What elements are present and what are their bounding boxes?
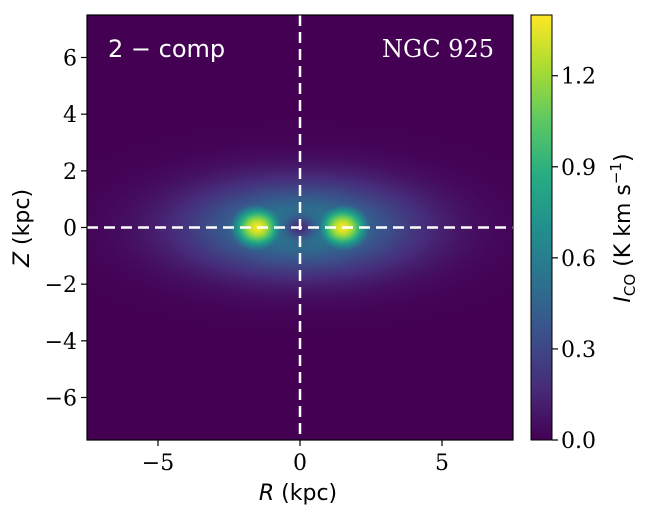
- colorbar-tick-label: 0.0: [561, 429, 596, 454]
- y-axis-label-units: (kpc): [10, 189, 35, 252]
- x-tick-label: −5: [142, 451, 174, 476]
- colorbar-tick-label: 0.9: [561, 156, 596, 181]
- plot-area: 2 − comp NGC 925: [86, 14, 514, 441]
- colorbar-label-symbol: I: [611, 296, 636, 303]
- y-tick-label: −2: [45, 273, 77, 298]
- x-tick-label: 5: [435, 451, 449, 476]
- colorbar: 0.0 0.3 0.6 0.9 1.2 ICO (K km s−1): [530, 14, 639, 454]
- model-label: 2 − comp: [108, 35, 225, 63]
- y-tick-label: 6: [63, 47, 77, 72]
- y-axis-ticks: 6 4 2 0 −2 −4 −6: [45, 47, 87, 412]
- colorbar-label-exponent: −1: [607, 162, 625, 184]
- y-axis-label: Z (kpc): [10, 189, 35, 268]
- colorbar-tick-label: 0.3: [561, 338, 596, 363]
- colorbar-label-close: ): [611, 153, 636, 162]
- y-tick-label: 0: [63, 217, 77, 242]
- x-axis-label: R (kpc): [259, 481, 337, 506]
- y-tick-label: −6: [45, 387, 77, 412]
- colorbar-label-subscript: CO: [621, 274, 639, 296]
- x-tick-label: 0: [293, 451, 307, 476]
- x-axis-label-units: (kpc): [274, 481, 337, 506]
- colorbar-tick-label: 0.6: [561, 247, 596, 272]
- colorbar-tick-label: 1.2: [561, 65, 596, 90]
- colorbar-label: ICO (K km s−1): [607, 153, 639, 302]
- colorbar-gradient: [530, 14, 553, 441]
- colorbar-label-units: (K km s: [611, 184, 636, 274]
- x-axis-label-symbol: R: [259, 481, 274, 506]
- galaxy-label: NGC 925: [382, 35, 494, 63]
- colorbar-ticks: 0.0 0.3 0.6 0.9 1.2: [552, 65, 596, 454]
- x-axis-ticks: −5 0 5: [142, 440, 449, 476]
- y-tick-label: 2: [63, 160, 77, 185]
- y-tick-label: −4: [45, 330, 77, 355]
- y-tick-label: 4: [63, 103, 77, 128]
- y-axis-label-symbol: Z: [10, 251, 35, 268]
